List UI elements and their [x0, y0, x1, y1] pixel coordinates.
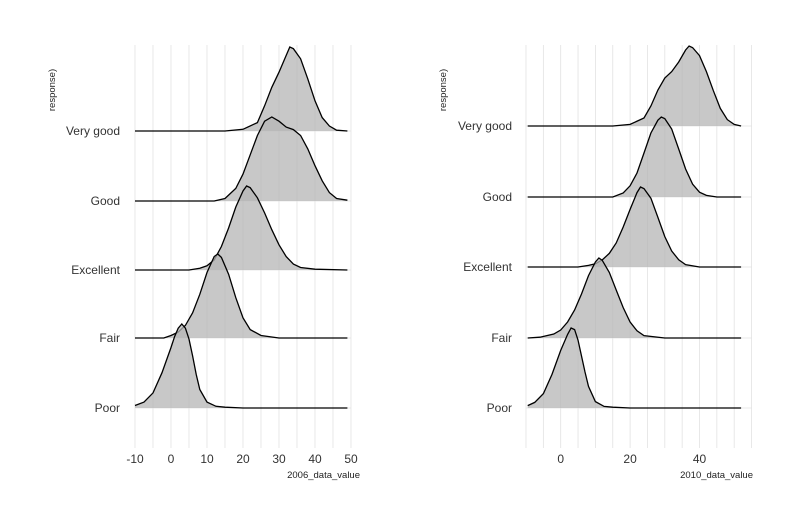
- ridge-area-fair: [527, 258, 742, 338]
- x-tick-label: 50: [344, 452, 358, 466]
- category-label-very-good: Very good: [458, 119, 512, 133]
- y-axis-title: response): [438, 69, 449, 111]
- ridge-area-very-good: [527, 46, 742, 126]
- ridge-line-fair: [527, 257, 742, 339]
- x-tick-label: 40: [693, 452, 707, 466]
- ridge-area-fair: [135, 254, 348, 338]
- x-tick-label: 0: [168, 452, 175, 466]
- ridge-line-very-good: [135, 46, 348, 132]
- category-label-good: Good: [91, 194, 120, 208]
- x-tick-label: 0: [557, 452, 564, 466]
- ridge-line-poor: [134, 323, 348, 409]
- category-label-poor: Poor: [95, 401, 120, 415]
- y-axis-title: response): [47, 69, 58, 111]
- ridge-area-good: [527, 117, 742, 197]
- ridge-area-good: [135, 117, 348, 201]
- category-label-fair: Fair: [491, 331, 512, 345]
- ridgeline-panel-2010: Poor Fair Excellent Good Very good 0 20 40 2010_…: [438, 45, 753, 481]
- ridge-area-very-good: [135, 47, 348, 131]
- category-label-excellent: Excellent: [71, 263, 120, 277]
- ridge-area-poor: [135, 324, 348, 408]
- ridge-line-very-good: [527, 45, 742, 127]
- category-label-good: Good: [483, 190, 512, 204]
- x-tick-label: -10: [126, 452, 144, 466]
- category-label-poor: Poor: [487, 401, 512, 415]
- ridgeline-panel-2006: Poor Fair Excellent Good Very good -10 0 10 20 30…: [47, 45, 360, 481]
- ridge-area-excellent: [527, 187, 742, 267]
- x-axis-title: 2006_data_value: [287, 470, 360, 481]
- ridge-line-good: [527, 116, 742, 198]
- x-tick-label: 40: [308, 452, 322, 466]
- x-tick-label: 10: [200, 452, 214, 466]
- ridge-area-excellent: [135, 186, 348, 270]
- x-tick-label: 20: [623, 452, 637, 466]
- ridge-line-excellent: [135, 185, 348, 271]
- x-tick-label: 30: [272, 452, 286, 466]
- category-label-very-good: Very good: [66, 124, 120, 138]
- x-axis-title: 2010_data_value: [680, 470, 753, 481]
- category-label-fair: Fair: [99, 331, 120, 345]
- ridge-line-good: [135, 116, 348, 202]
- category-label-excellent: Excellent: [463, 260, 512, 274]
- ridge-area-poor: [527, 328, 742, 408]
- x-tick-label: 20: [236, 452, 250, 466]
- ridge-line-poor: [527, 327, 742, 409]
